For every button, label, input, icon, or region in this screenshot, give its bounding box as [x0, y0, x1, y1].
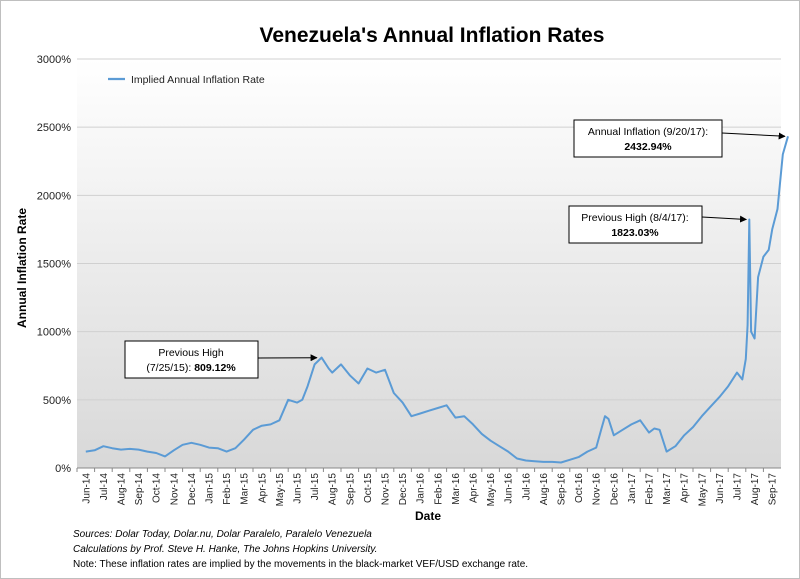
sources-line-2: Calculations by Prof. Steve H. Hanke, Th…	[73, 544, 377, 555]
annotation-box	[568, 205, 703, 244]
x-axis-title: Date	[415, 509, 441, 523]
x-tick-label: Aug-14	[117, 473, 128, 506]
legend-label: Implied Annual Inflation Rate	[131, 74, 265, 86]
x-tick-label: Mar-17	[662, 473, 673, 505]
x-tick-label: Oct-15	[363, 473, 374, 503]
x-tick-label: May-17	[697, 473, 708, 507]
x-tick-label: Feb-15	[222, 473, 233, 505]
series-line-implied-annual-inflation	[85, 136, 789, 464]
annotation-value: 1823.03%	[611, 227, 659, 239]
x-tick-label: Jun-14	[81, 473, 92, 504]
x-tick-label: Feb-17	[645, 473, 656, 505]
y-tick-label: 0%	[55, 463, 71, 475]
x-tick-label: Nov-16	[592, 473, 603, 506]
x-tick-label: Apr-16	[469, 473, 480, 503]
x-tick-label: Jul-17	[733, 473, 744, 501]
annotation-line1: Annual Inflation (9/20/17):	[588, 126, 708, 138]
x-tick-label: Nov-14	[169, 473, 180, 506]
x-tick-label: Aug-16	[539, 473, 550, 506]
x-tick-label: Jan-16	[416, 473, 427, 504]
x-tick-label: Dec-15	[398, 473, 409, 506]
x-tick-label: Aug-15	[328, 473, 339, 506]
x-tick-label: Sep-16	[557, 473, 568, 506]
x-tick-label: Jul-15	[310, 473, 321, 501]
sources: Sources: Dolar Today, Dolar.nu, Dolar Pa…	[73, 529, 528, 570]
x-tick-label: Jan-17	[627, 473, 638, 504]
sources-line-1: Sources: Dolar Today, Dolar.nu, Dolar Pa…	[73, 529, 372, 540]
annotation-box	[573, 119, 723, 158]
x-axis-ticks: Jun-14 Jul-14 Aug-14 Sep-14 Oct-14 Nov-14 Dec-…	[76, 468, 779, 507]
x-tick-label: Oct-16	[574, 473, 585, 503]
x-tick-label: Apr-15	[257, 473, 268, 503]
x-tick-label: Dec-14	[187, 473, 198, 506]
x-tick-label: Sep-14	[134, 473, 145, 506]
y-tick-label: 1000%	[37, 327, 71, 339]
annotation-previous-high-2017: Previous High (8/4/17): 1823.03%	[568, 205, 747, 244]
x-tick-label: Mar-16	[451, 473, 462, 505]
annotation-annual-inflation: Annual Inflation (9/20/17): 2432.94%	[573, 119, 786, 158]
x-tick-label: Aug-17	[750, 473, 761, 506]
y-axis-ticks: 0% 500% 1000% 1500% 2000% 2500% 3000%	[37, 54, 71, 475]
annotation-arrow	[701, 215, 747, 223]
annotation-box	[124, 340, 259, 379]
annotation-line1: Previous High (8/4/17):	[581, 212, 688, 224]
sources-note: Note: These inflation rates are implied …	[73, 559, 528, 570]
chart-title: Venezuela's Annual Inflation Rates	[260, 24, 605, 47]
annotation-value: 809.12%	[194, 362, 236, 374]
x-tick-label: Jun-15	[293, 473, 304, 504]
y-axis-title: Annual Inflation Rate	[15, 208, 29, 328]
x-tick-label: Jun-16	[504, 473, 515, 504]
x-tick-label: Nov-15	[381, 473, 392, 506]
annotation-line2-prefix: (7/25/15):	[146, 362, 194, 374]
x-tick-label: May-16	[486, 473, 497, 507]
y-tick-label: 1500%	[37, 259, 71, 271]
x-tick-label: Jan-15	[205, 473, 216, 504]
annotation-value: 2432.94%	[624, 141, 672, 153]
x-tick-label: Dec-16	[609, 473, 620, 506]
x-tick-label: Feb-16	[433, 473, 444, 505]
annotation-line1: Previous High	[158, 347, 224, 359]
annotation-line2: (7/25/15): 809.12%	[146, 362, 236, 374]
x-tick-label: Jul-16	[521, 473, 532, 501]
x-tick-label: May-15	[275, 473, 286, 507]
x-tick-label: Sep-17	[768, 473, 779, 506]
y-tick-label: 2000%	[37, 190, 71, 202]
x-tick-label: Oct-14	[152, 473, 163, 503]
annotation-arrow	[721, 132, 786, 140]
x-tick-label: Jul-14	[99, 473, 110, 501]
legend: Implied Annual Inflation Rate	[108, 74, 265, 86]
x-tick-label: Mar-15	[240, 473, 251, 505]
y-tick-label: 3000%	[37, 54, 71, 66]
y-tick-label: 2500%	[37, 122, 71, 134]
y-tick-label: 500%	[43, 395, 71, 407]
grid	[77, 58, 781, 401]
x-tick-label: Sep-15	[345, 473, 356, 506]
annotation-previous-high-2015: Previous High (7/25/15): 809.12%	[124, 340, 318, 379]
x-tick-label: Jun-17	[715, 473, 726, 504]
x-tick-label: Apr-17	[680, 473, 691, 503]
